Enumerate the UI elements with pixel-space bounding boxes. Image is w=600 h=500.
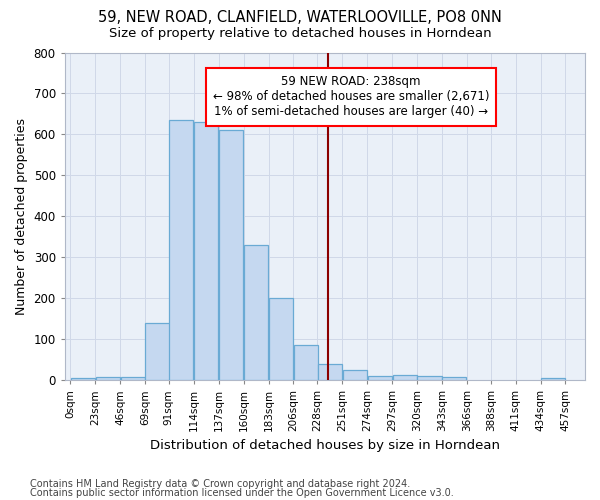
Bar [95, 376, 119, 380]
Text: Contains public sector information licensed under the Open Government Licence v3: Contains public sector information licen… [30, 488, 454, 498]
Bar [343, 370, 367, 380]
Bar [71, 378, 95, 380]
Text: 59, NEW ROAD, CLANFIELD, WATERLOOVILLE, PO8 0NN: 59, NEW ROAD, CLANFIELD, WATERLOOVILLE, … [98, 10, 502, 25]
Bar [121, 376, 145, 380]
X-axis label: Distribution of detached houses by size in Horndean: Distribution of detached houses by size … [150, 440, 500, 452]
Bar [219, 130, 243, 380]
Bar [418, 376, 442, 380]
Text: Size of property relative to detached houses in Horndean: Size of property relative to detached ho… [109, 28, 491, 40]
Bar [392, 375, 416, 380]
Text: Contains HM Land Registry data © Crown copyright and database right 2024.: Contains HM Land Registry data © Crown c… [30, 479, 410, 489]
Bar [269, 298, 293, 380]
Bar [169, 120, 193, 380]
Y-axis label: Number of detached properties: Number of detached properties [15, 118, 28, 315]
Bar [294, 345, 318, 380]
Bar [318, 364, 342, 380]
Bar [194, 122, 218, 380]
Bar [368, 376, 392, 380]
Bar [442, 376, 466, 380]
Text: 59 NEW ROAD: 238sqm
← 98% of detached houses are smaller (2,671)
1% of semi-deta: 59 NEW ROAD: 238sqm ← 98% of detached ho… [212, 76, 489, 118]
Bar [541, 378, 565, 380]
Bar [145, 322, 170, 380]
Bar [244, 245, 268, 380]
